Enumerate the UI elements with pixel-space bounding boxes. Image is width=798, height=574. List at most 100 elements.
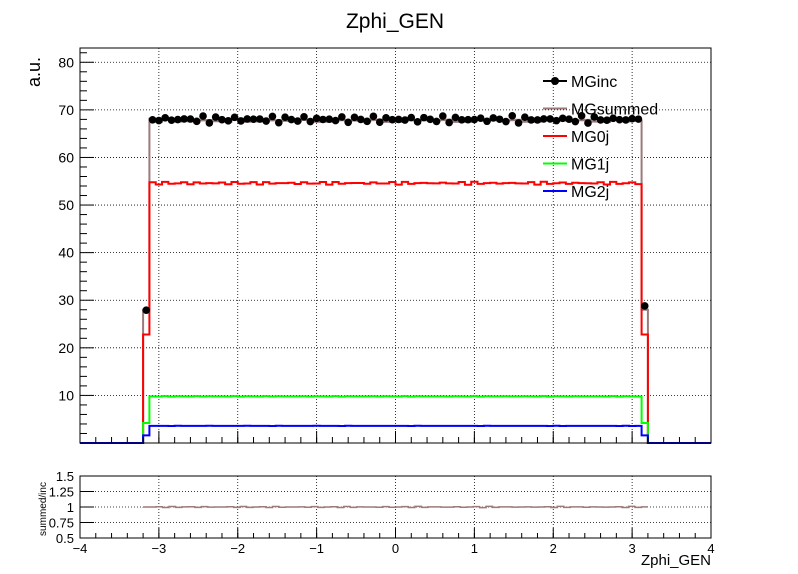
data-point-MGinc (148, 115, 157, 124)
data-point-MGinc (205, 119, 214, 127)
data-point-MGinc (539, 115, 548, 123)
data-point-MGinc (420, 113, 428, 122)
x-tick-label: 1 (471, 541, 478, 556)
data-point-MGinc (237, 117, 245, 125)
data-point-MGinc (382, 114, 390, 122)
data-point-MGinc (155, 116, 163, 125)
data-point-MGinc (199, 112, 207, 120)
series-MGsummed (80, 117, 711, 444)
x-tick-label: 4 (707, 541, 714, 556)
data-point-MGinc (394, 115, 403, 124)
data-point-MGinc (476, 114, 485, 123)
y-axis-label: a.u. (24, 57, 44, 87)
data-point-MGinc (319, 115, 327, 124)
y-tick-label: 60 (58, 149, 74, 165)
data-point-MGinc (256, 115, 264, 123)
data-point-MGinc (331, 116, 340, 125)
data-point-MGinc (300, 112, 308, 121)
data-point-MGinc (426, 115, 435, 124)
data-point-MGinc (558, 114, 567, 123)
data-point-MGinc (293, 117, 302, 125)
legend-label: MG1j (571, 157, 609, 174)
data-point-MGinc (312, 114, 321, 123)
data-point-MGinc (401, 116, 409, 124)
data-point-MGinc (596, 116, 605, 124)
data-point-MGinc (622, 116, 630, 124)
data-point-MGinc (439, 112, 447, 120)
data-point-MGinc (174, 115, 182, 124)
y-tick-label: 10 (58, 387, 74, 403)
data-point-MGinc (432, 117, 441, 126)
y-tick-label: 30 (58, 292, 74, 308)
data-point-MGinc (451, 113, 460, 122)
data-point-MGinc (514, 119, 523, 127)
legend-marker-MGinc (551, 77, 559, 85)
series-MG1j (80, 395, 711, 444)
x-tick-label: −2 (230, 541, 245, 556)
data-point-MGinc (274, 118, 283, 127)
data-point-MGinc (603, 116, 611, 125)
data-point-MGinc (628, 114, 636, 123)
data-point-MGinc (180, 115, 188, 123)
main-frame: −4 −3 −2 −1 0 1 2 3 410203040506070800.50.7511.2… (49, 47, 715, 556)
data-point-MGinc (464, 115, 472, 124)
data-point-MGinc (325, 115, 334, 124)
data-point-MGinc (584, 119, 592, 127)
data-point-MGinc (546, 115, 554, 123)
x-tick-label: −4 (73, 541, 88, 556)
ratio-y-tick-label: 0.5 (56, 531, 74, 546)
data-point-MGinc (356, 115, 365, 124)
data-point-MGinc (281, 113, 289, 121)
data-point-MGinc (634, 115, 643, 123)
data-point-MGinc (590, 113, 599, 121)
data-point-MGinc (413, 118, 422, 126)
data-point-MGinc (287, 115, 296, 124)
data-point-MGinc (508, 112, 517, 120)
data-point-MGinc (388, 115, 397, 124)
x-tick-label: 0 (392, 541, 399, 556)
ratio-y-tick-label: 1.5 (56, 469, 74, 484)
data-point-MGinc (230, 113, 239, 122)
data-point-MGinc (262, 117, 270, 125)
legend: MGinc MGsummed MG0j MG1j MG2j (543, 74, 658, 201)
data-point-MGinc (211, 113, 220, 121)
main-series (80, 112, 711, 444)
data-point-MGinc (268, 112, 277, 121)
legend-label: MG0j (571, 129, 609, 146)
data-point-MGinc (609, 114, 617, 123)
ratio-y-tick-label: 1 (67, 500, 74, 515)
data-point-MGinc (161, 114, 169, 122)
data-point-MGinc (363, 117, 371, 126)
x-tick-label: 2 (550, 541, 557, 556)
data-point-MGinc (565, 115, 573, 123)
data-point-MGinc (489, 114, 498, 122)
data-point-MGinc (369, 112, 378, 121)
data-point-MGinc (243, 115, 252, 123)
data-point-MGinc (615, 115, 624, 124)
data-point-MGinc (577, 112, 586, 120)
legend-label: MG2j (571, 184, 609, 201)
data-point-MGinc (527, 116, 535, 124)
data-point-MGinc (338, 113, 346, 121)
data-point-MGinc (350, 113, 359, 122)
x-tick-label: −3 (151, 541, 166, 556)
data-point-MGinc (552, 116, 561, 125)
data-point-MGinc (306, 117, 315, 126)
data-point-MGinc (502, 117, 510, 126)
x-tick-label: −1 (309, 541, 324, 556)
data-point-MGinc (571, 117, 580, 126)
data-point-MGinc (167, 116, 176, 125)
ratio-series (142, 505, 648, 509)
x-tick-label: 3 (629, 541, 636, 556)
data-point-MGinc (483, 117, 491, 126)
y-tick-label: 20 (58, 340, 74, 356)
y-tick-label: 40 (58, 245, 74, 261)
data-point-MGinc (533, 116, 542, 124)
y-tick-label: 80 (58, 54, 74, 70)
ratio-y-axis-label: summed/inc (38, 482, 49, 536)
ratio-y-tick-label: 1.25 (49, 485, 74, 500)
series-MG2j (80, 424, 711, 444)
x-axis-label: Zphi_GEN (641, 552, 711, 569)
ratio-series-line (142, 505, 648, 509)
